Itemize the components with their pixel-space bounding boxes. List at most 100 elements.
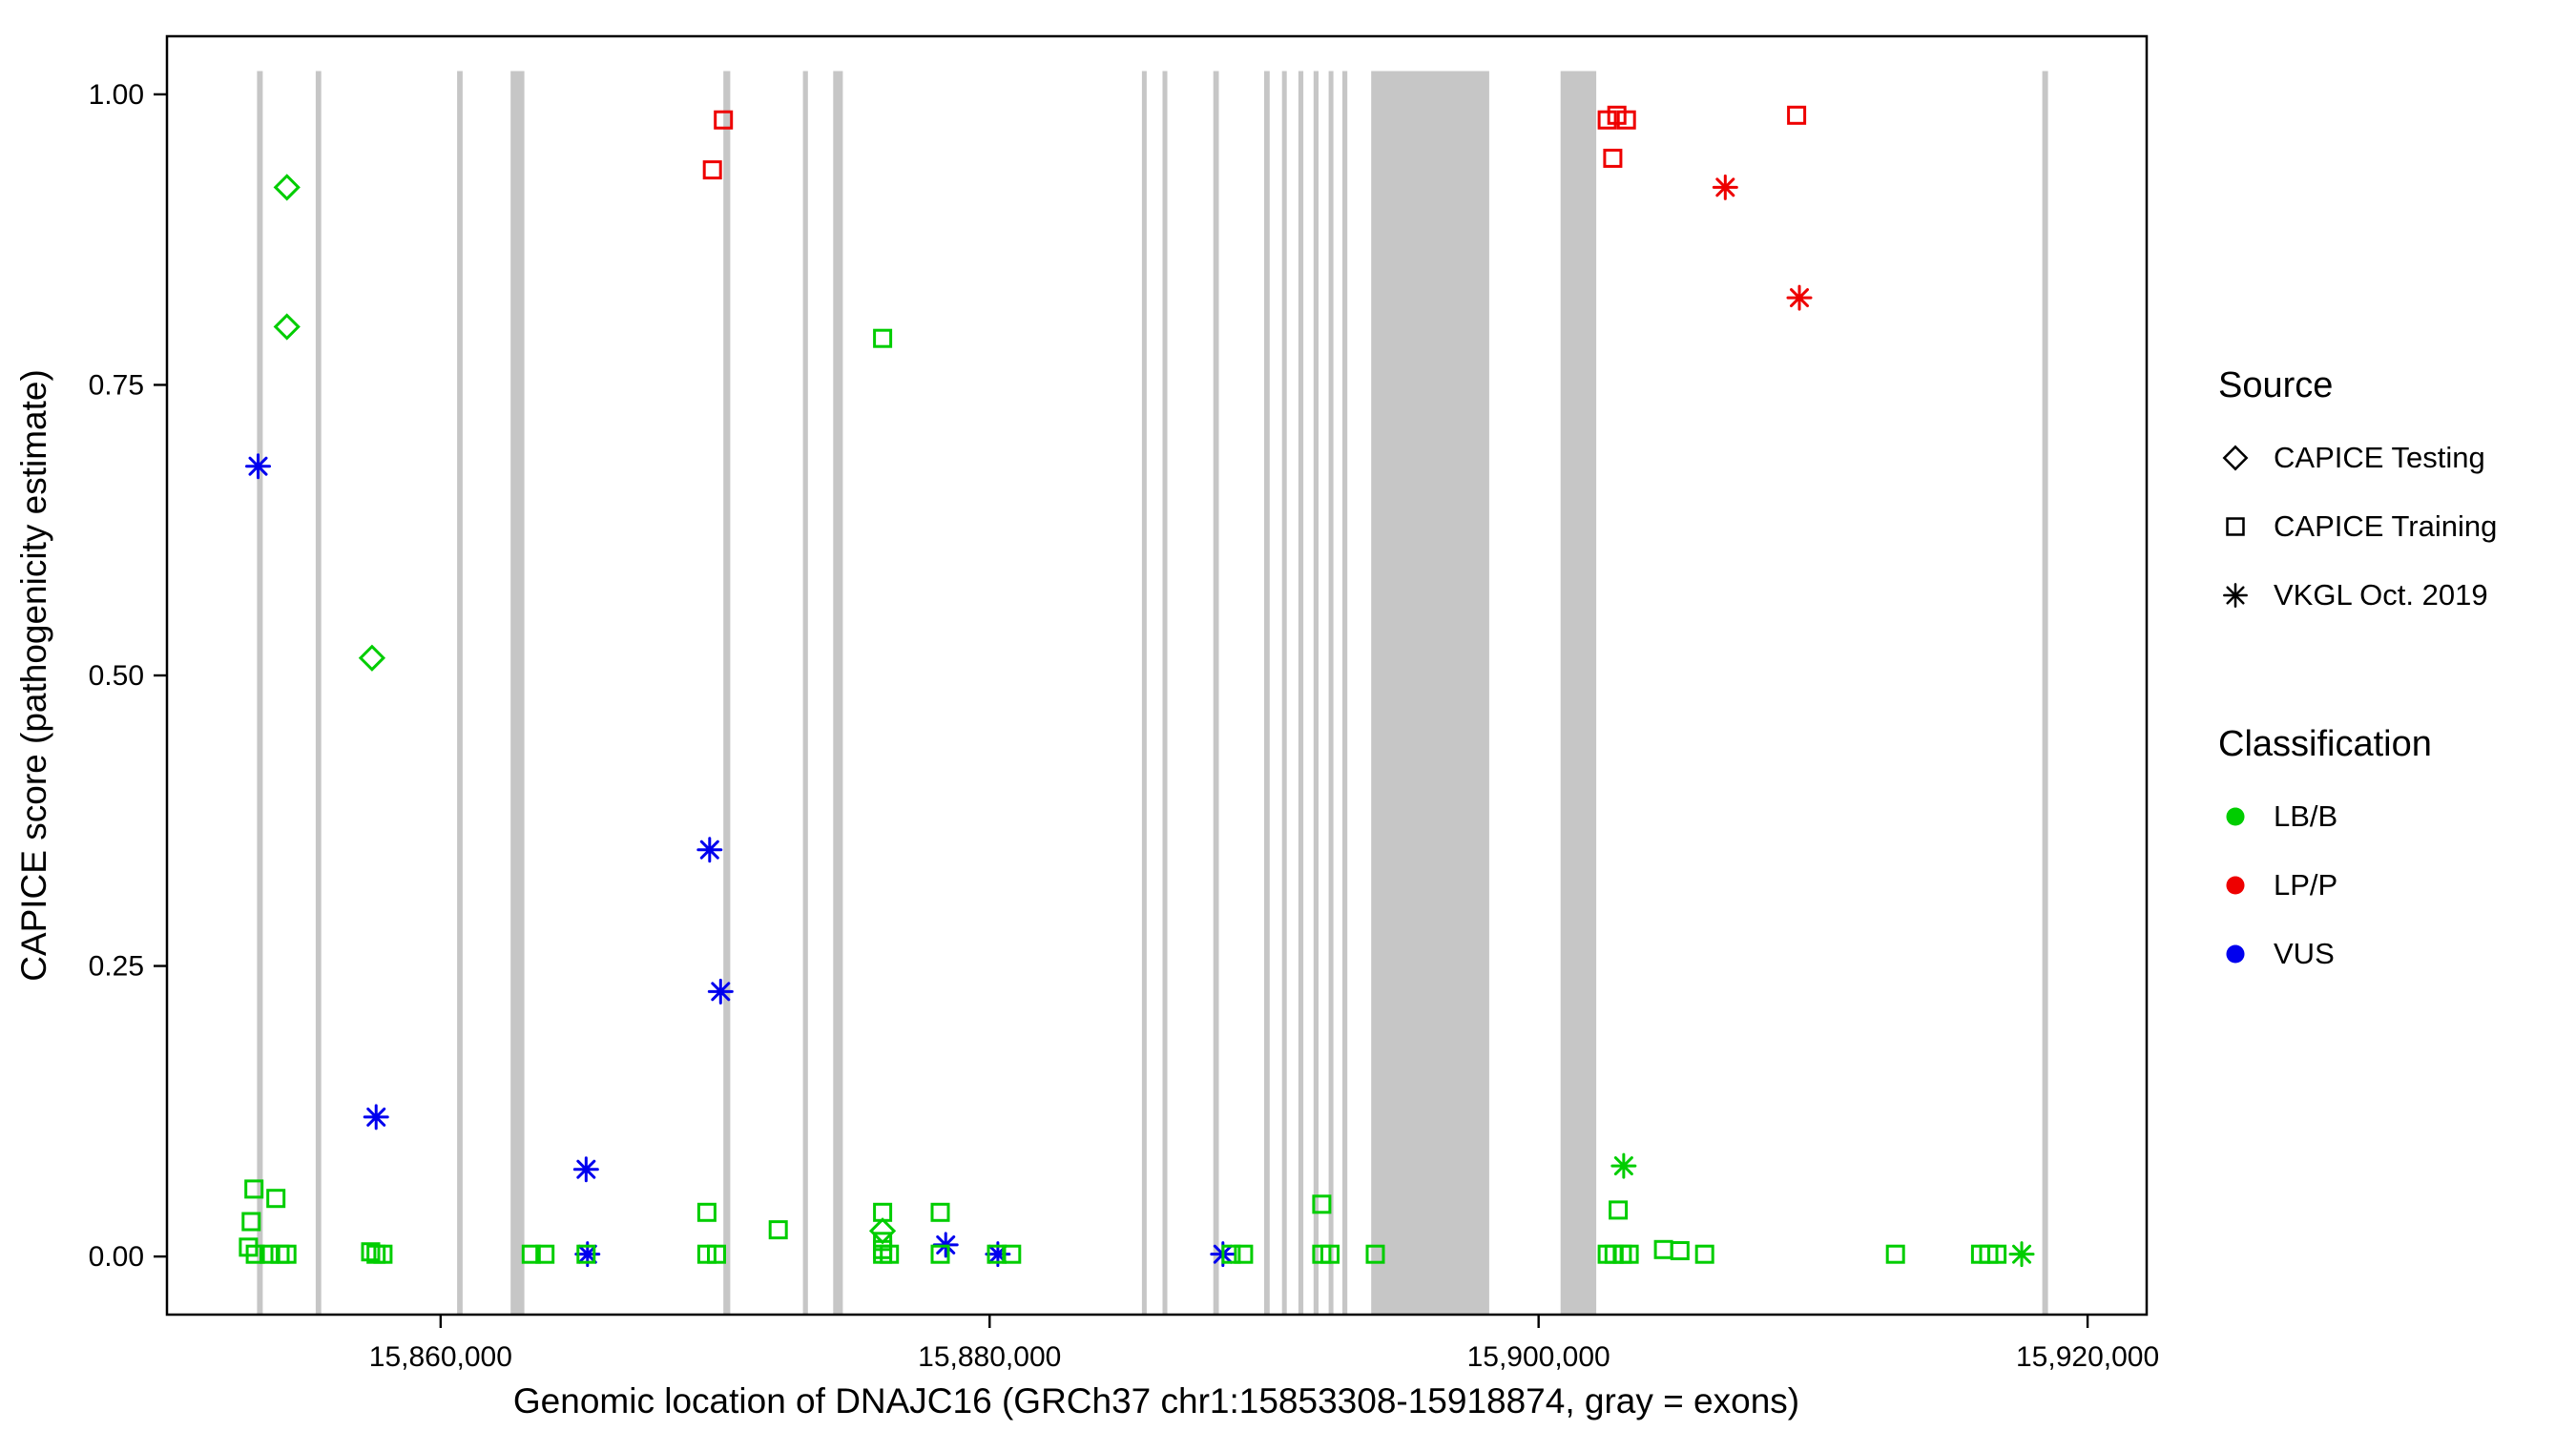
data-point-square: [373, 1244, 393, 1264]
data-point-square: [260, 1244, 279, 1264]
blue-dot-icon: [2226, 944, 2245, 964]
data-point-asterisk: [1610, 1152, 1637, 1179]
legend-item-capice-testing: CAPICE Testing: [2218, 424, 2497, 492]
exon-bar: [257, 71, 263, 1315]
data-point-square: [1603, 148, 1623, 168]
y-tick-label: 1.00: [89, 79, 144, 111]
data-point-square: [1653, 1239, 1673, 1259]
legend: Source CAPICE Testing CAPICE Training VK…: [2218, 361, 2497, 988]
data-point-square: [873, 1202, 893, 1222]
data-point-square: [521, 1244, 541, 1264]
data-point-square: [768, 1220, 788, 1240]
data-point-square: [1694, 1244, 1714, 1264]
data-point-asterisk: [696, 837, 723, 863]
x-tick-label: 15,880,000: [918, 1341, 1061, 1373]
legend-classification-title: Classification: [2218, 724, 2432, 764]
x-tick-label: 15,860,000: [369, 1341, 512, 1373]
data-point-asterisk: [363, 1104, 389, 1130]
y-axis-title: CAPICE score (pathogenicity estimate): [14, 369, 53, 982]
x-tick-label: 15,920,000: [2016, 1341, 2159, 1373]
legend-item-vus: VUS: [2218, 920, 2497, 988]
green-dot-icon: [2226, 807, 2245, 826]
data-point-square: [1002, 1244, 1022, 1264]
data-point-square: [245, 1244, 265, 1264]
legend-item-label: CAPICE Training: [2274, 509, 2498, 543]
data-point-square: [266, 1189, 286, 1209]
data-point-square: [714, 110, 734, 130]
data-point-square: [880, 1244, 900, 1264]
data-point-asterisk: [985, 1241, 1011, 1268]
square-icon: [2226, 517, 2245, 536]
data-point-square: [930, 1202, 950, 1222]
exon-bar: [1560, 71, 1597, 1315]
y-axis: 0.00 0.25 0.50 0.75 1.00: [89, 79, 167, 1273]
legend-group-source: Source CAPICE Testing CAPICE Training VK…: [2218, 361, 2497, 630]
legend-source-title: Source: [2218, 365, 2334, 405]
data-point-asterisk: [245, 453, 272, 480]
data-point-diamond: [273, 174, 301, 201]
legend-item-label: VUS: [2274, 937, 2335, 970]
data-point-square: [535, 1244, 555, 1264]
y-tick-label: 0.50: [89, 660, 144, 692]
data-point-square: [696, 1244, 717, 1264]
data-point-square: [361, 1242, 381, 1262]
data-point-square: [1597, 110, 1617, 130]
exon-bar: [1213, 71, 1219, 1315]
exon-bar: [457, 71, 463, 1315]
exon-bar: [1328, 71, 1334, 1315]
data-point-square: [1320, 1244, 1340, 1264]
data-point-asterisk: [1786, 284, 1813, 311]
legend-item-label: CAPICE Testing: [2274, 441, 2485, 474]
data-point-asterisk: [572, 1156, 599, 1183]
legend-group-classification: Classification LB/B LP/P VUS: [2218, 719, 2497, 988]
legend-item-vkgl: VKGL Oct. 2019: [2218, 561, 2497, 630]
exon-bar: [510, 71, 525, 1315]
x-axis: 15,860,000 15,880,000 15,900,000 15,920,000: [369, 1315, 2159, 1373]
data-point-square: [1619, 1244, 1639, 1264]
legend-item-label: LP/P: [2274, 868, 2338, 902]
data-point-asterisk: [1712, 174, 1738, 200]
data-point-square: [1365, 1244, 1385, 1264]
x-axis-title: Genomic location of DNAJC16 (GRCh37 chr1…: [513, 1381, 1799, 1421]
plot-area: 15,860,000 15,880,000 15,900,000 15,920,000…: [14, 34, 2159, 1421]
exon-bar: [1281, 71, 1287, 1315]
data-point-square: [1670, 1241, 1690, 1260]
data-point-asterisk: [574, 1241, 601, 1268]
data-point-asterisk: [707, 978, 734, 1005]
diamond-icon: [2222, 445, 2249, 471]
legend-item-label: LB/B: [2274, 799, 2338, 833]
data-point-square: [244, 1179, 264, 1199]
exons-layer: [257, 71, 2048, 1315]
data-point-square: [1312, 1194, 1332, 1214]
data-point-square: [873, 328, 893, 348]
legend-item-label: VKGL Oct. 2019: [2274, 578, 2488, 612]
data-point-square: [1609, 1200, 1629, 1220]
data-point-square: [696, 1202, 717, 1222]
panel-border: [165, 34, 2149, 1317]
exon-bar: [1371, 71, 1489, 1315]
data-point-square: [1221, 1244, 1241, 1264]
y-tick-label: 0.75: [89, 369, 144, 401]
data-point-asterisk: [2008, 1241, 2035, 1268]
data-point-square: [576, 1244, 596, 1264]
data-point-square: [1234, 1244, 1254, 1264]
data-point-square: [1787, 105, 1807, 125]
points-layer: [239, 105, 2035, 1268]
data-point-square: [707, 1244, 726, 1264]
data-point-diamond: [358, 644, 386, 672]
exon-bar: [315, 71, 322, 1315]
legend-item-capice-training: CAPICE Training: [2218, 492, 2497, 561]
data-point-square: [277, 1244, 297, 1264]
data-point-square: [930, 1244, 950, 1264]
exon-bar: [1298, 71, 1304, 1315]
exon-bar: [1141, 71, 1147, 1315]
data-point-diamond: [273, 313, 301, 341]
data-point-square: [241, 1212, 261, 1232]
y-tick-label: 0.25: [89, 951, 144, 983]
exon-bar: [1342, 71, 1348, 1315]
red-dot-icon: [2226, 876, 2245, 895]
data-point-square: [1987, 1244, 2007, 1264]
data-point-square: [702, 160, 722, 180]
exon-bar: [1162, 71, 1168, 1315]
